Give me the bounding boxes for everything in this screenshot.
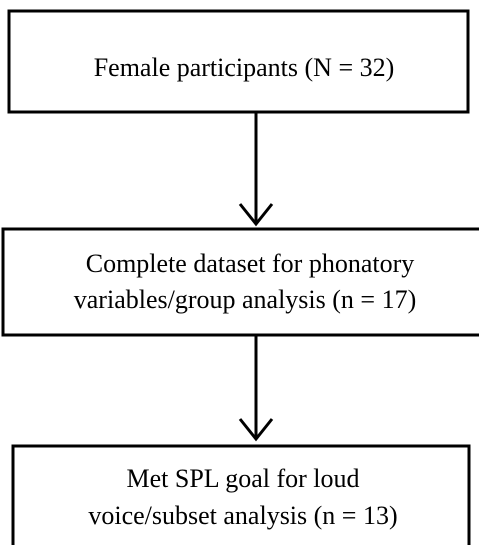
node-box xyxy=(1,227,479,337)
node-label: Met SPL goal for loud xyxy=(126,464,359,493)
node-label: variables/group analysis (n = 17) xyxy=(74,285,416,314)
node-box xyxy=(7,9,470,114)
node-label: Female participants (N = 32) xyxy=(94,53,395,82)
arrow-head xyxy=(238,203,274,227)
node-label: voice/subset analysis (n = 13) xyxy=(88,501,397,530)
node-label: Complete dataset for phonatory xyxy=(86,249,415,278)
arrow-head xyxy=(238,418,274,442)
node-box xyxy=(11,444,471,545)
